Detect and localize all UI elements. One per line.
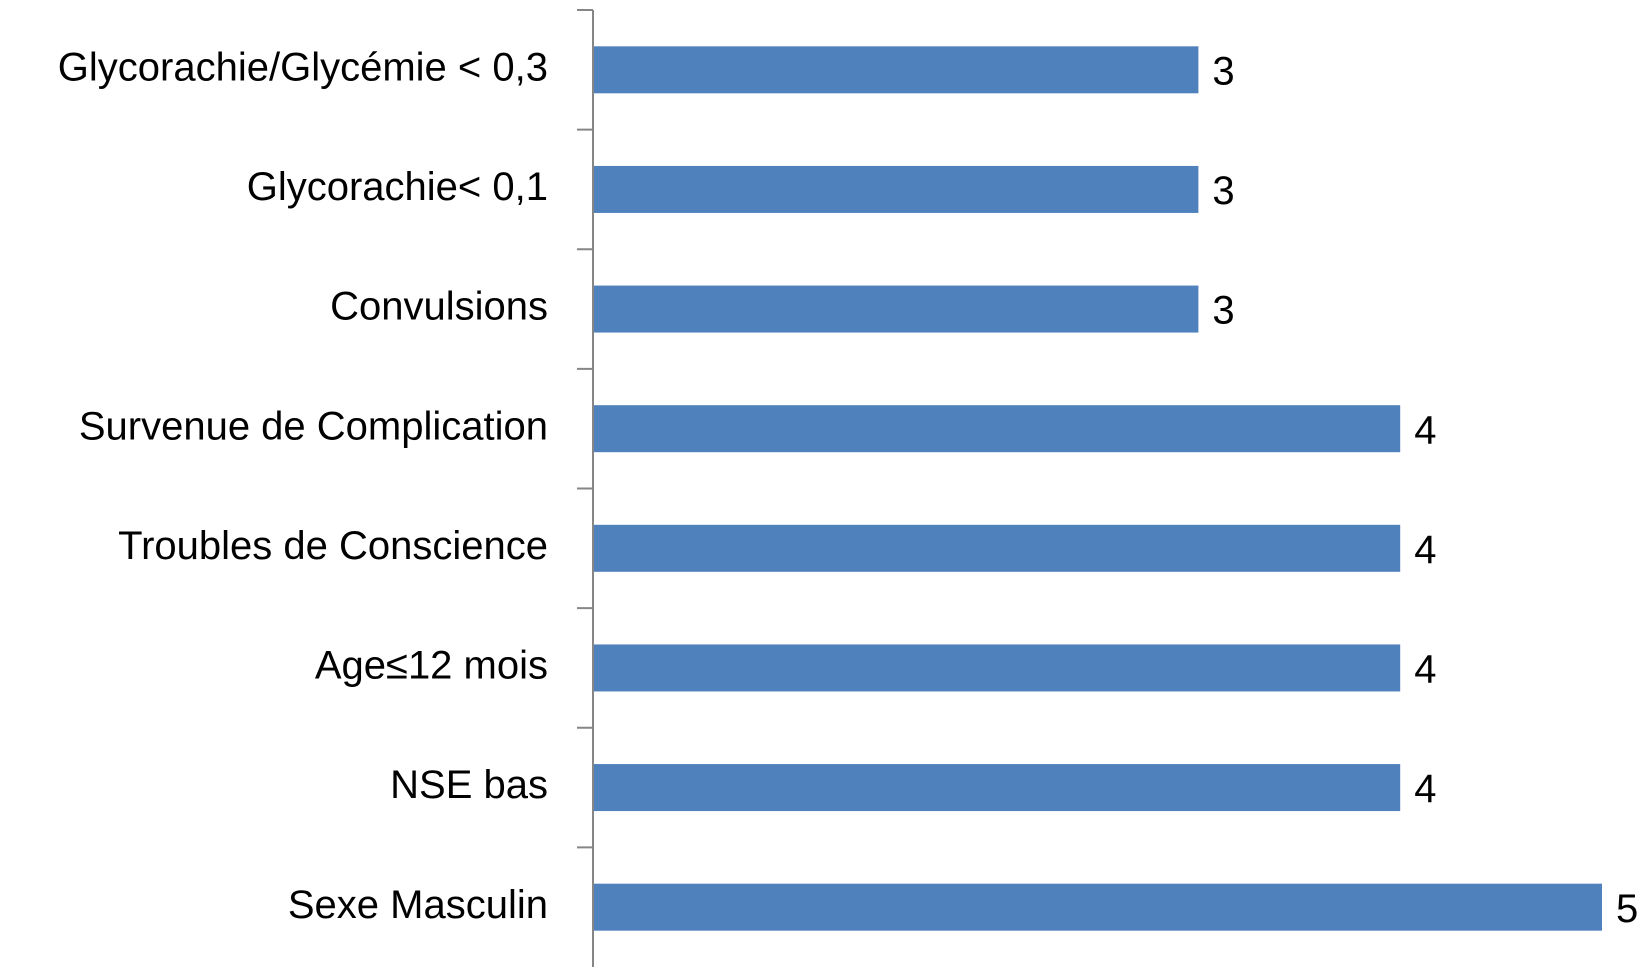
category-label: Convulsions	[330, 285, 548, 329]
category-label: Troubles de Conscience	[118, 524, 548, 568]
value-label: 5	[1616, 887, 1638, 931]
bar	[594, 883, 1602, 931]
value-label: 4	[1414, 408, 1436, 452]
bar	[594, 165, 1199, 213]
value-label: 3	[1212, 49, 1234, 93]
bar	[594, 46, 1199, 94]
category-label: Sexe Masculin	[288, 883, 548, 927]
value-label: 4	[1414, 767, 1436, 811]
bar	[594, 524, 1401, 572]
bar	[594, 285, 1199, 333]
bar	[594, 764, 1401, 812]
value-label: 3	[1212, 169, 1234, 213]
category-label: NSE bas	[390, 763, 548, 807]
bar	[594, 644, 1401, 692]
value-label: 4	[1414, 528, 1436, 572]
bar	[594, 405, 1401, 453]
category-label: Age≤12 mois	[315, 644, 548, 688]
category-label: Survenue de Complication	[79, 404, 548, 448]
category-label: Glycorachie< 0,1	[247, 165, 548, 209]
category-label: Glycorachie/Glycémie < 0,3	[58, 45, 548, 89]
value-label: 4	[1414, 648, 1436, 692]
value-label: 3	[1212, 289, 1234, 333]
